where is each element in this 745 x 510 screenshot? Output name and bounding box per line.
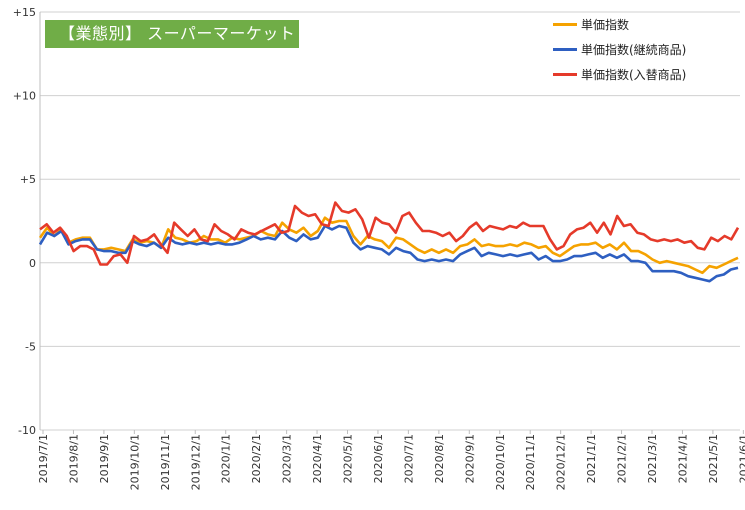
legend-swatch-continuing — [553, 48, 577, 51]
x-tick-label: 2019/10/1 — [128, 434, 141, 490]
legend-label-index: 単価指数 — [581, 18, 630, 32]
x-tick-label: 2021/3/1 — [646, 434, 659, 483]
x-tick-label: 2020/5/1 — [342, 434, 355, 483]
x-tick-label: 2019/7/1 — [37, 434, 50, 483]
y-tick-label: +10 — [13, 90, 36, 103]
x-tick-label: 2021/6/1 — [737, 434, 745, 483]
series-line-continuing — [38, 224, 739, 283]
x-tick-label: 2021/5/1 — [707, 434, 720, 483]
legend-item-replacement: 単価指数(入替商品) — [553, 62, 686, 87]
x-tick-label: 2019/9/1 — [98, 434, 111, 483]
legend-swatch-replacement — [553, 73, 577, 76]
x-tick-label: 2020/6/1 — [372, 434, 385, 483]
legend-item-continuing: 単価指数(継続商品) — [553, 37, 686, 62]
x-axis-ticks: 2019/7/1 2019/8/1 2019/9/1 2019/10/1 2019/11… — [37, 430, 745, 490]
legend: 単価指数 単価指数(継続商品) 単価指数(入替商品) — [553, 12, 686, 87]
x-tick-label: 2020/9/1 — [463, 434, 476, 483]
x-tick-label: 2021/4/1 — [676, 434, 689, 483]
x-tick-label: 2020/1/1 — [220, 434, 233, 483]
y-tick-label: +15 — [13, 6, 36, 19]
x-tick-label: 2020/7/1 — [402, 434, 415, 483]
x-tick-label: 2020/10/1 — [494, 434, 507, 490]
y-tick-label: +5 — [20, 173, 36, 186]
x-tick-label: 2019/11/1 — [159, 434, 172, 490]
x-tick-label: 2021/1/1 — [585, 434, 598, 483]
x-tick-label: 2020/2/1 — [250, 434, 263, 483]
x-tick-label: 2020/4/1 — [311, 434, 324, 483]
series-lines — [38, 201, 740, 283]
x-tick-label: 2020/11/1 — [524, 434, 537, 490]
x-tick-label: 2020/3/1 — [281, 434, 294, 483]
series-line-replacement — [39, 201, 740, 266]
y-tick-label: -5 — [25, 340, 36, 353]
x-tick-label: 2019/8/1 — [67, 434, 80, 483]
gridlines — [39, 11, 740, 431]
y-axis-ticks: -10 -5 0 +5 +10 +15 — [13, 6, 36, 437]
legend-label-replacement: 単価指数(入替商品) — [581, 68, 687, 82]
x-tick-label: 2019/12/1 — [189, 434, 202, 490]
legend-item-index: 単価指数 — [553, 12, 686, 37]
x-tick-label: 2020/12/1 — [555, 434, 568, 490]
x-tick-label: 2020/8/1 — [433, 434, 446, 483]
legend-label-continuing: 単価指数(継続商品) — [581, 43, 687, 57]
chart-title-badge: 【業態別】 スーパーマーケット — [45, 20, 299, 48]
x-tick-label: 2021/2/1 — [616, 434, 629, 483]
legend-swatch-index — [553, 23, 577, 26]
y-tick-label: -10 — [18, 424, 36, 437]
y-tick-label: 0 — [29, 257, 36, 270]
